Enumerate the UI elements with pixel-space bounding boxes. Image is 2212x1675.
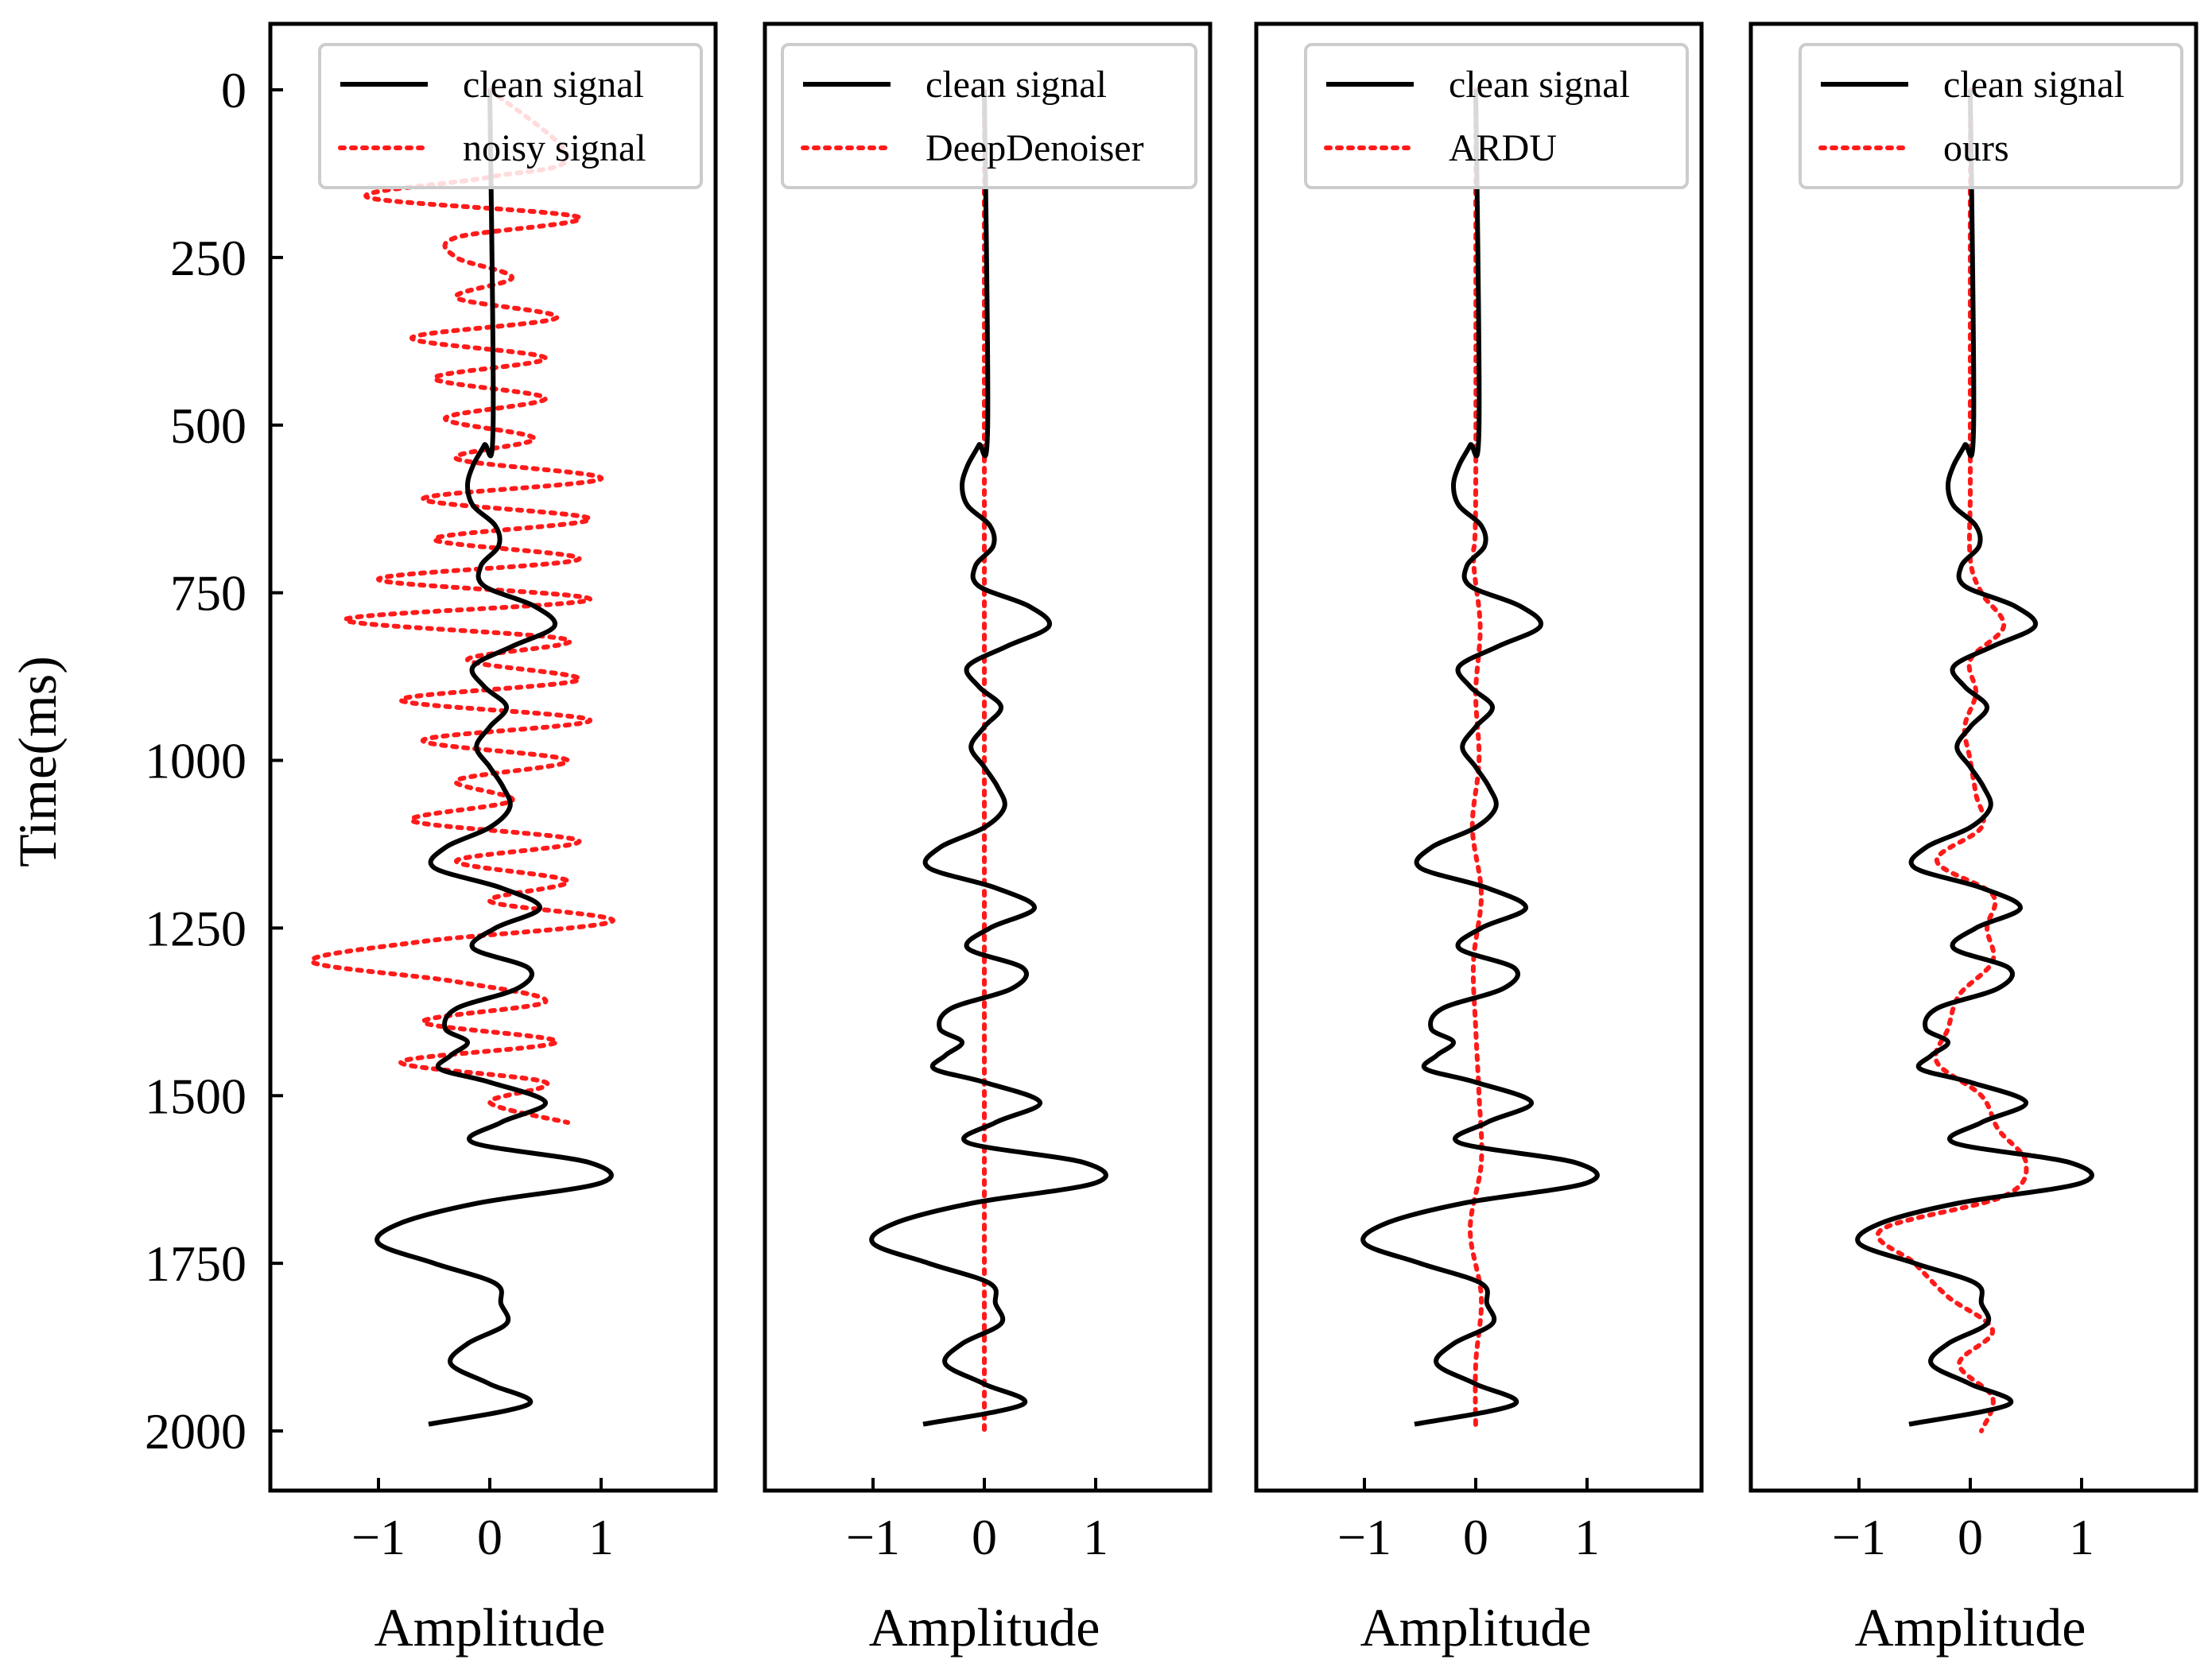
legend-box xyxy=(781,43,1197,189)
legend: clean signal ours xyxy=(1799,43,2183,189)
legend-label: ARDU xyxy=(1449,127,1557,169)
legend-box xyxy=(1304,43,1689,189)
x-tick-label: 0 xyxy=(1958,1509,1983,1565)
x-tick-label: 0 xyxy=(477,1509,503,1565)
plot-area xyxy=(869,87,1108,1433)
panel-2: −1 0 1 Amplitude clean signal DeepDenoiser xyxy=(763,21,1213,1658)
panels: −1 0 1Amplitude025050075010001250150017502… xyxy=(145,21,2198,1658)
legend-box xyxy=(1799,43,2183,189)
x-tick-label: −1 xyxy=(846,1509,900,1565)
legend-label: noisy signal xyxy=(463,127,646,169)
series-ours-signal xyxy=(1875,87,2029,1433)
y-tick-label: 1000 xyxy=(145,733,246,789)
x-tick-label: 1 xyxy=(1083,1509,1108,1565)
y-axis-title: Time(ms) xyxy=(7,656,68,867)
series-noisy-signal xyxy=(309,87,615,1125)
legend-label: ours xyxy=(1943,127,2009,169)
legend-label: clean signal xyxy=(463,64,644,106)
series-clean-signal xyxy=(1855,89,2094,1427)
series-clean-signal xyxy=(1360,89,1600,1427)
series-clean-signal xyxy=(869,89,1108,1427)
legend-box xyxy=(318,43,703,189)
x-tick-label: 1 xyxy=(1574,1509,1600,1565)
legend-label: clean signal xyxy=(1943,64,2125,106)
x-tick-label: 0 xyxy=(1463,1509,1488,1565)
panel-1: −1 0 1 Amplitude 0 250 500 750 1000 1250 1500 1750 2… xyxy=(145,21,718,1658)
x-axis-title: Amplitude xyxy=(1855,1597,2086,1658)
panel-frame xyxy=(763,21,1213,1493)
y-tick-label: 500 xyxy=(170,397,246,454)
panel-frame xyxy=(268,21,718,1493)
legend-label: clean signal xyxy=(926,64,1107,106)
x-axis-title: Amplitude xyxy=(869,1597,1100,1658)
x-axis-title: Amplitude xyxy=(374,1597,606,1658)
plot-area xyxy=(1360,87,1600,1433)
x-tick-label: −1 xyxy=(1337,1509,1391,1565)
x-tick-label: 1 xyxy=(588,1509,614,1565)
y-tick-label: 2000 xyxy=(145,1403,246,1460)
y-tick-label: 750 xyxy=(170,565,246,622)
x-tick-label: 0 xyxy=(972,1509,997,1565)
y-tick-label: 1500 xyxy=(145,1068,246,1124)
panel-frame xyxy=(1254,21,1704,1493)
y-tick-label: 1250 xyxy=(145,900,246,956)
legend: clean signal DeepDenoiser xyxy=(781,43,1197,189)
x-tick-label: −1 xyxy=(351,1509,406,1565)
y-tick-label: 0 xyxy=(221,62,246,118)
legend-label: clean signal xyxy=(1449,64,1630,106)
legend: clean signal noisy signal xyxy=(318,43,703,189)
plot-area xyxy=(309,87,615,1427)
x-tick-label: −1 xyxy=(1832,1509,1886,1565)
x-tick-label: 1 xyxy=(2069,1509,2094,1565)
y-tick-label: 1750 xyxy=(145,1235,246,1292)
panel-3: −1 0 1 Amplitude clean signal ARDU xyxy=(1254,21,1704,1658)
plot-area xyxy=(1855,87,2094,1433)
legend: clean signal ARDU xyxy=(1304,43,1689,189)
series-clean-signal xyxy=(374,89,614,1427)
x-axis-title: Amplitude xyxy=(1360,1597,1592,1658)
y-tick-label: 250 xyxy=(170,230,246,286)
panel-4: −1 0 1 Amplitude clean signal ours xyxy=(1748,21,2198,1658)
panel-frame xyxy=(1748,21,2198,1493)
legend-label: DeepDenoiser xyxy=(926,127,1144,169)
